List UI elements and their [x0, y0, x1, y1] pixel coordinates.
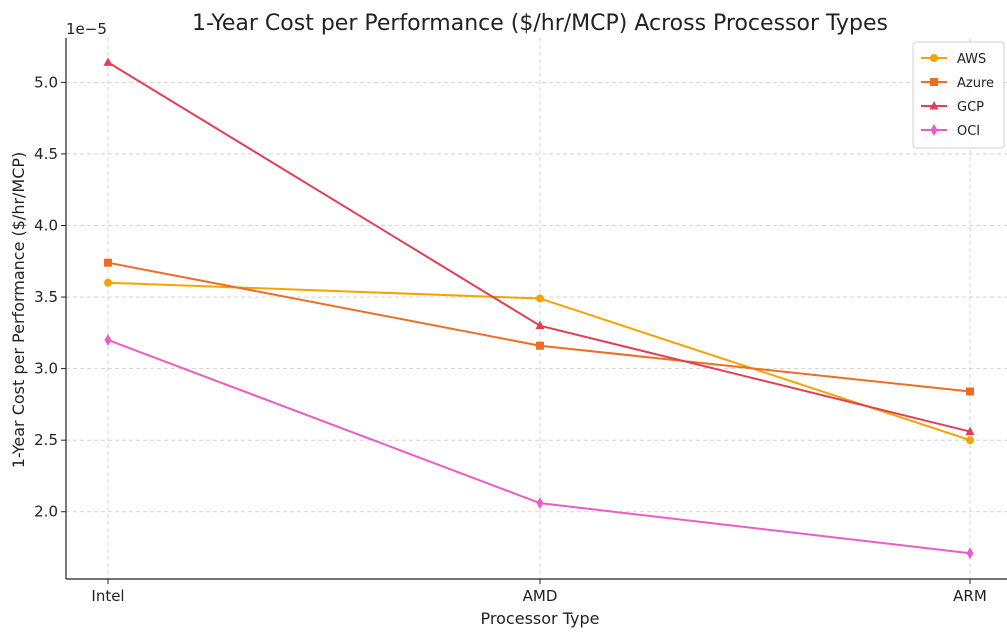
x-tick-label: AMD [523, 587, 558, 605]
legend-item-gcp: GCP [921, 100, 984, 115]
data-point-azure [104, 258, 112, 267]
data-point-gcp [103, 57, 113, 66]
series-oci [104, 333, 974, 560]
legend-label: AWS [957, 52, 986, 67]
legend-swatch-marker [929, 101, 939, 110]
series-line-oci [107, 339, 971, 555]
y-tick-label: 4.5 [34, 145, 58, 163]
series-aws [104, 278, 974, 445]
y-tick-label: 5.0 [34, 73, 58, 91]
data-point-aws [536, 294, 544, 303]
grid [66, 38, 1007, 579]
legend-item-aws: AWS [921, 52, 986, 67]
y-axis-offset-label: 1e−5 [66, 20, 107, 38]
x-tick-label: Intel [91, 587, 124, 605]
data-point-gcp [965, 426, 975, 436]
legend-label: OCI [957, 124, 980, 139]
series-line-gcp [107, 61, 971, 433]
legend-label: Azure [957, 76, 994, 91]
y-tick-label: 2.0 [34, 503, 58, 521]
axes [65, 38, 1007, 580]
data-point-azure [536, 341, 544, 350]
legend-label: GCP [957, 100, 984, 115]
data-point-gcp [535, 320, 545, 330]
y-tick-label: 3.5 [34, 288, 58, 306]
data-point-oci [966, 547, 974, 560]
series-layer [103, 57, 975, 560]
data-point-oci [536, 497, 544, 510]
series-azure [104, 258, 974, 396]
y-tick-label: 4.0 [34, 216, 58, 234]
legend-box [912, 41, 1005, 149]
y-tick-label: 3.0 [34, 360, 58, 378]
series-gcp [103, 57, 975, 436]
legend-swatch-marker [930, 54, 938, 62]
y-axis-label: 1-Year Cost per Performance ($/hr/MCP) [9, 152, 28, 469]
chart-title: 1-Year Cost per Performance ($/hr/MCP) A… [192, 11, 888, 36]
y-tick-label: 2.5 [34, 431, 58, 449]
data-point-aws [966, 436, 974, 445]
data-point-oci [104, 333, 112, 346]
data-point-aws [104, 278, 112, 287]
legend-swatch-marker [930, 124, 938, 136]
data-point-azure [966, 387, 974, 396]
x-axis-label: Processor Type [481, 609, 600, 628]
legend: AWS Azure GCP OCI [912, 41, 1005, 149]
legend-item-azure: Azure [921, 76, 994, 91]
series-line-aws [107, 281, 971, 442]
legend-swatch-marker [930, 78, 938, 86]
ticks: 2.0 2.5 3.0 3.5 4.0 4.5 5.0 Intel AMD ARM [34, 73, 987, 605]
legend-item-oci: OCI [921, 124, 980, 139]
x-tick-label: ARM [953, 587, 987, 605]
